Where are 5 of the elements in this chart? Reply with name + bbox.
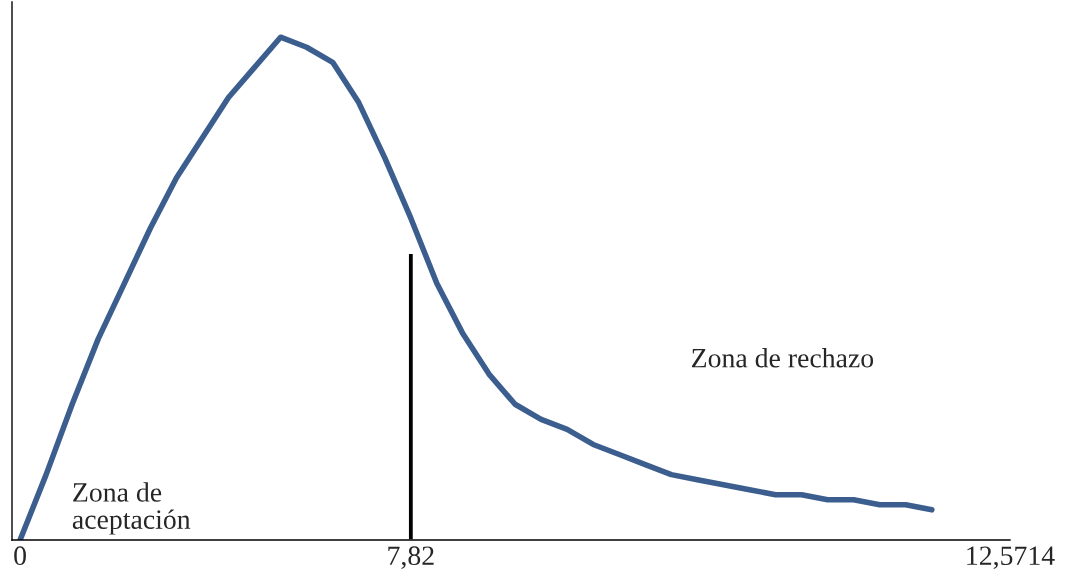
annotation: Zona de rechazo [691,348,874,368]
annotation: Zona de aceptación [72,482,191,535]
x-tick-label: 7,82 [388,546,434,570]
x-tick-label: 12,5714 [967,546,1055,570]
x-tick-label: 0 [14,546,26,566]
